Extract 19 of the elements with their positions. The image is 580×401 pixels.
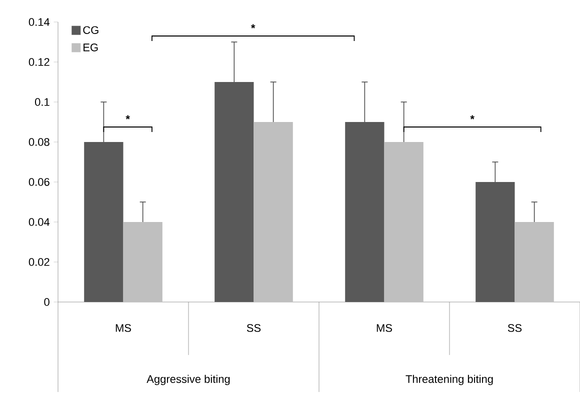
annotation: * (470, 115, 474, 120)
legend-label: CG (83, 26, 98, 34)
y-tick-label: 0.02 (28, 258, 50, 266)
annotation: * (250, 24, 256, 28)
x-tick-label: SS (246, 324, 261, 332)
y-tick-label: 0 (44, 298, 50, 306)
y-tick-label: 0.06 (28, 178, 50, 186)
y-tick-label: 0.14 (28, 18, 50, 26)
x-tick-label: SS (508, 324, 522, 332)
y-tick-label: 0.1 (35, 98, 50, 106)
x-tick-label: MS (116, 324, 131, 332)
annotation: * (126, 115, 130, 120)
legend-label: EG (84, 44, 98, 52)
text: Threatening biting (406, 374, 493, 386)
y-tick-label: 0.12 (28, 58, 50, 66)
y-tick-label: 0.04 (28, 218, 50, 226)
text: Aggressive biting (146, 374, 230, 386)
y-tick-label: 0.08 (28, 138, 50, 146)
x-tick-label: MS (376, 324, 392, 332)
